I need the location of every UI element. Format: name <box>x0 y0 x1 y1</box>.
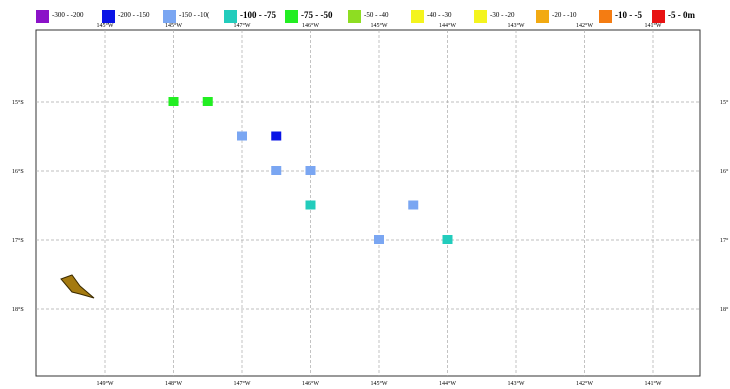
island-shape <box>60 274 95 299</box>
station-marker <box>271 166 282 175</box>
station-marker <box>271 131 282 141</box>
legend-swatch <box>474 10 487 23</box>
right-axis-labels: 15° 16° 17° 18° <box>720 99 729 313</box>
top-tick-label: 146°W <box>302 22 319 29</box>
top-tick-label: 144°W <box>439 22 456 29</box>
left-tick-label: 17°S <box>12 237 24 244</box>
depth-legend: -300 - -200 -200 - -150 -150 - -10( -100 - … <box>0 0 730 26</box>
station-marker <box>374 235 384 244</box>
right-tick-label: 16° <box>720 168 729 175</box>
top-axis-labels: 145°W 145°W 147°W 146°W 145°W 144°W 143°W 142°W… <box>96 22 661 29</box>
bottom-tick-label: 146°W <box>302 380 319 387</box>
station-marker <box>202 97 213 106</box>
legend-label: -5 - 0m <box>668 10 695 20</box>
legend-swatch <box>163 10 176 23</box>
bottom-axis-labels: 149°W 148°W 147°W 146°W 145°W 144°W 143°W 142°W… <box>96 380 661 387</box>
map-frame <box>35 29 701 377</box>
legend-swatch <box>285 10 298 23</box>
top-tick-label: 145°W <box>370 22 387 29</box>
bottom-tick-label: 147°W <box>233 380 250 387</box>
legend-swatch <box>652 10 665 23</box>
right-tick-label: 15° <box>720 99 729 106</box>
left-axis-labels: 15°S 16°S 17°S 18°S <box>12 99 24 313</box>
legend-swatch <box>36 10 49 23</box>
station-marker <box>305 200 316 210</box>
station-marker <box>305 166 316 175</box>
bottom-tick-label: 149°W <box>96 380 113 387</box>
legend-label: -100 - -75 <box>240 10 276 20</box>
station-marker <box>237 131 247 141</box>
station-marker <box>408 200 419 210</box>
bottom-tick-label: 143°W <box>507 380 524 387</box>
legend-label: -30 - -20 <box>490 11 515 19</box>
top-tick-label: 141°W <box>644 22 661 29</box>
legend-label: -50 - -40 <box>364 11 389 19</box>
station-markers <box>168 97 453 244</box>
bottom-tick-label: 142°W <box>576 380 593 387</box>
top-tick-label: 143°W <box>507 22 524 29</box>
legend-swatch <box>411 10 424 23</box>
bottom-tick-label: 145°W <box>370 380 387 387</box>
bottom-tick-label: 144°W <box>439 380 456 387</box>
legend-swatch <box>224 10 237 23</box>
legend-label: -40 - -30 <box>427 11 452 19</box>
right-tick-label: 17° <box>720 237 729 244</box>
bottom-tick-label: 141°W <box>644 380 661 387</box>
station-marker <box>168 97 179 106</box>
left-tick-label: 16°S <box>12 168 24 175</box>
legend-swatch <box>348 10 361 23</box>
legend-label: -75 - -50 <box>301 10 333 20</box>
left-tick-label: 15°S <box>12 99 24 106</box>
legend-label: -300 - -200 <box>52 11 84 19</box>
graticule <box>36 30 700 376</box>
top-tick-label: 142°W <box>576 22 593 29</box>
legend-label: -150 - -10( <box>179 11 210 19</box>
right-tick-label: 18° <box>720 306 729 313</box>
top-tick-label: 145°W <box>96 22 113 29</box>
top-tick-label: 147°W <box>233 22 250 29</box>
left-tick-label: 18°S <box>12 306 24 313</box>
bottom-tick-label: 148°W <box>165 380 182 387</box>
station-marker <box>442 235 453 244</box>
legend-label: -20 - -10 <box>552 11 577 19</box>
legend-swatch <box>102 10 115 23</box>
legend-label: -10 - -5 <box>615 10 642 20</box>
top-tick-label: 145°W <box>165 22 182 29</box>
legend-swatch <box>599 10 612 23</box>
legend-swatch <box>536 10 549 23</box>
legend-label: -200 - -150 <box>118 11 150 19</box>
